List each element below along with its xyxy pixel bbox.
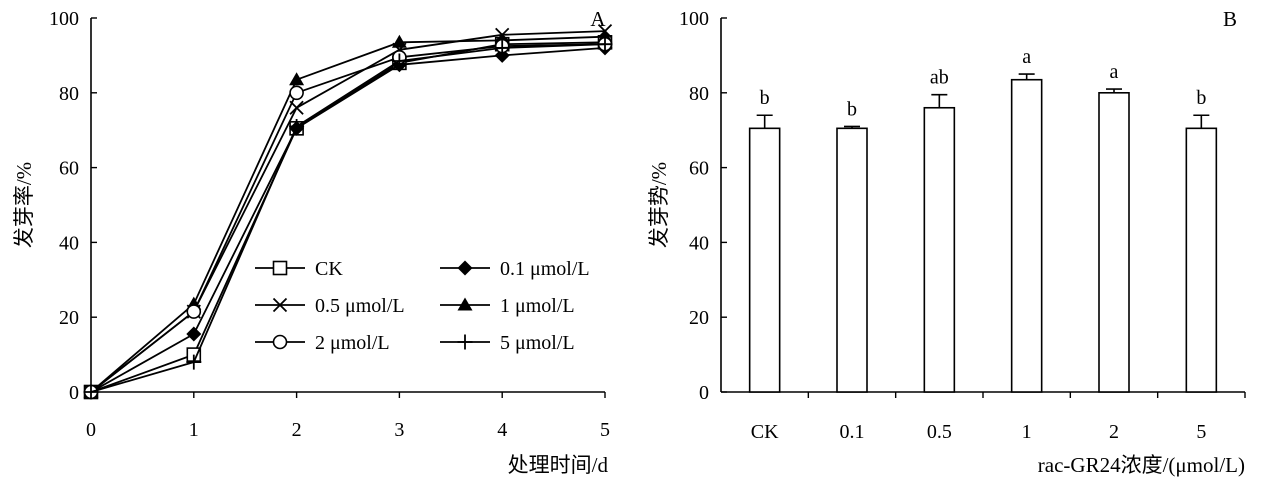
panel-a-legend-label: 0.1 μmol/L xyxy=(500,258,590,280)
panel-b-y-tick-label: 80 xyxy=(689,83,709,105)
panel-a-legend-item: 0.5 μmol/L xyxy=(255,295,405,317)
panel-a-series-line xyxy=(90,35,606,393)
panel-b-y-ticks: 0 20 40 60 80 100 xyxy=(679,8,727,404)
legend-swatch-marker xyxy=(272,260,288,276)
panel-b-significance-label: b xyxy=(847,98,857,120)
panel-a-legend-label: 1 μmol/L xyxy=(500,295,575,317)
panel-a-legend-label: 2 μmol/L xyxy=(315,332,390,354)
panel-b-significance-label: ab xyxy=(930,67,949,89)
panel-a-series-line xyxy=(90,47,606,393)
panel-b-bar xyxy=(1185,127,1218,393)
panel-a-legend-item: CK xyxy=(255,258,343,280)
panel-b-significance-label: a xyxy=(1022,46,1031,68)
panel-a-series-line xyxy=(90,43,606,393)
panel-a-data-point xyxy=(391,34,407,48)
panel-a-legend-label: 0.5 μmol/L xyxy=(315,295,405,317)
legend-swatch-marker xyxy=(272,334,288,350)
panel-a-data-point xyxy=(186,326,202,342)
panel-b-category-label: 0.1 xyxy=(840,421,865,443)
panel-a-x-tick-label: 5 xyxy=(600,419,610,441)
panel-b-bar-group: b xyxy=(836,98,868,393)
panel-b-bar xyxy=(748,127,781,393)
panel-a-y-ticks: 0 20 40 60 80 100 xyxy=(49,8,97,404)
panel-a-data-point xyxy=(494,40,510,56)
panel-a-data-point xyxy=(289,85,304,101)
panel-b-y-axis-title: 发芽势/% xyxy=(647,162,671,248)
panel-a-data-point xyxy=(289,118,305,134)
legend-swatch-marker xyxy=(457,260,473,276)
panel-b-y-tick-label: 40 xyxy=(689,232,709,254)
panel-b-bar xyxy=(1010,78,1043,393)
panel-a-data-point xyxy=(391,53,407,69)
legend-swatch-marker xyxy=(457,334,473,350)
panel-a-x-tick-label: 2 xyxy=(292,419,302,441)
panel-a-x-tick-label: 1 xyxy=(189,419,199,441)
panel-a-legend-item: 0.1 μmol/L xyxy=(440,258,590,280)
panel-b-y-tick-label: 60 xyxy=(689,158,709,180)
panel-a-y-tick-label: 100 xyxy=(49,8,79,30)
legend-swatch-marker xyxy=(272,297,288,313)
panel-b-bar xyxy=(923,106,956,393)
panel-a-x-ticks: 0 1 2 3 4 5 xyxy=(86,392,610,441)
panel-a-germination-rate-chart: 0 20 40 60 80 100 0 1 2 3 4 5 CK 0.1 μmol/L 0.5 μmol… xyxy=(12,7,613,477)
panel-a-series-line xyxy=(90,43,606,393)
panel-b-y-tick-label: 0 xyxy=(699,382,709,404)
panel-a-label: A xyxy=(590,7,606,31)
panel-b-category-label: 5 xyxy=(1196,421,1206,443)
panel-a-y-axis-title: 发芽率/% xyxy=(12,162,36,248)
panel-b-category-label: 2 xyxy=(1109,421,1119,443)
panel-a-y-tick-label: 80 xyxy=(59,83,79,105)
panel-a-series xyxy=(83,23,613,400)
panel-a-data-point xyxy=(186,304,202,319)
panel-b-category-label: 1 xyxy=(1022,421,1032,443)
panel-a-y-tick-label: 20 xyxy=(59,307,79,329)
panel-b-x-axis-title: rac-GR24浓度/(μmol/L) xyxy=(1038,453,1245,477)
panel-a-series-5 xyxy=(83,36,613,400)
panel-a-x-tick-label: 4 xyxy=(497,419,507,441)
panel-b-y-tick-label: 100 xyxy=(679,8,709,30)
panel-b-category-label: 0.5 xyxy=(927,421,952,443)
panel-a-x-tick-label: 0 xyxy=(86,419,96,441)
panel-a-data-point xyxy=(289,72,305,86)
panel-a-x-tick-label: 3 xyxy=(394,419,404,441)
legend-swatch-marker xyxy=(457,297,473,311)
panel-a-data-point xyxy=(83,384,99,400)
panel-b-bar-group: b xyxy=(748,87,781,393)
panel-b-significance-label: a xyxy=(1110,61,1119,83)
panel-b-bar-group: b xyxy=(1185,87,1218,393)
panel-b-significance-label: b xyxy=(760,87,770,109)
panel-b-bar xyxy=(836,127,868,393)
panel-a-legend-item: 2 μmol/L xyxy=(255,332,390,354)
panel-b-x-ticks: CK 0.1 0.5 1 2 5 xyxy=(751,392,1246,443)
panel-a-legend-item: 1 μmol/L xyxy=(440,295,575,317)
panel-a-data-point xyxy=(186,354,202,370)
panel-b-bar-group: a xyxy=(1098,61,1130,393)
panel-a-x-axis-title: 处理时间/d xyxy=(508,453,609,477)
panel-a-y-tick-label: 40 xyxy=(59,232,79,254)
panel-b-bar-group: ab xyxy=(923,67,956,393)
panel-a-y-tick-label: 0 xyxy=(69,382,79,404)
panel-b-bar xyxy=(1098,92,1130,393)
panel-b-label: B xyxy=(1223,7,1237,31)
panel-a-legend: CK 0.1 μmol/L 0.5 μmol/L 1 μmol/L 2 μmol/L 5 … xyxy=(255,258,590,354)
panel-a-legend-item: 5 μmol/L xyxy=(440,332,575,354)
panel-a-legend-label: 5 μmol/L xyxy=(500,332,575,354)
panel-b-significance-label: b xyxy=(1196,87,1206,109)
panel-b-category-label: CK xyxy=(751,421,779,443)
panel-a-y-tick-label: 60 xyxy=(59,158,79,180)
panel-a-data-point xyxy=(597,36,613,52)
panel-a-legend-label: CK xyxy=(315,258,343,280)
panel-b-y-tick-label: 20 xyxy=(689,307,709,329)
panel-b-bar-group: a xyxy=(1010,46,1043,393)
